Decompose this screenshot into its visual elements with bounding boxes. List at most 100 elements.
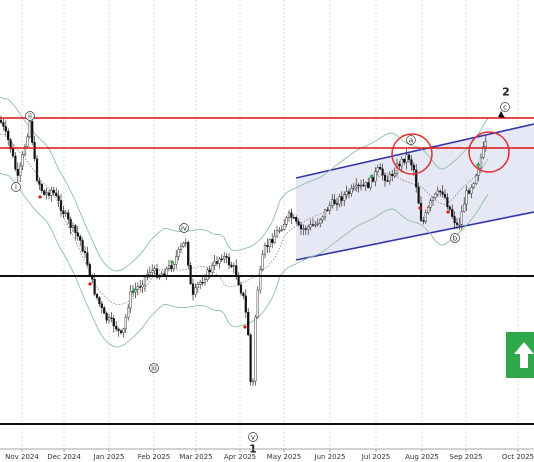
candle-body (472, 183, 475, 188)
candle-body (335, 203, 339, 205)
candle-body (16, 168, 19, 176)
candle-body (170, 265, 173, 269)
candle-body (364, 182, 367, 186)
signal-marker (170, 260, 174, 264)
candle-body (201, 282, 204, 284)
candle-body (64, 212, 67, 215)
wave-label-circle (25, 111, 35, 121)
candle-body (95, 294, 99, 298)
candle-body (261, 254, 264, 271)
candle-body (275, 230, 279, 237)
candle-body (484, 141, 487, 147)
candle-body (467, 190, 471, 194)
up-arrow-glyph (514, 342, 534, 368)
middle-band (0, 133, 489, 305)
candle-body (71, 225, 75, 229)
candle-body (182, 242, 185, 247)
signal-marker (243, 325, 247, 329)
candle-body (191, 283, 195, 295)
candle-body (424, 212, 427, 222)
signal-marker (446, 210, 450, 214)
candle-body (81, 240, 84, 252)
candle-body (415, 169, 418, 188)
candle-body (247, 312, 250, 336)
candle-body (249, 334, 252, 382)
candle-body (479, 157, 483, 169)
candle-body (319, 219, 322, 224)
candle-body (9, 139, 12, 150)
candle-body (184, 242, 187, 244)
candle-body (67, 212, 70, 220)
candle-body (203, 279, 207, 283)
candle-body (405, 154, 408, 163)
candle-body (443, 193, 447, 198)
candle-body (62, 210, 65, 214)
candle-body (50, 190, 53, 196)
candle-body (220, 258, 223, 261)
candle-body (350, 188, 353, 194)
candle-body (223, 256, 226, 260)
candle-body (263, 245, 267, 255)
wave-label-circle (500, 102, 510, 112)
candle-body (194, 287, 197, 295)
candle-body (172, 264, 175, 269)
candle-body (271, 239, 274, 243)
wave-label-circle (149, 363, 159, 373)
candle-body (340, 196, 343, 201)
x-tick-label: Nov 2024 (5, 453, 39, 461)
wave-label-i: i (15, 183, 17, 191)
candle-body (460, 211, 463, 225)
candle-body (107, 317, 111, 321)
candle-body (323, 209, 327, 218)
candle-body (345, 191, 348, 195)
candle-body (386, 180, 389, 182)
highlight-circle-a (391, 133, 433, 175)
candle-body (448, 206, 451, 210)
candle-body (371, 176, 375, 182)
candle-body (98, 297, 101, 304)
signal-marker (418, 206, 422, 210)
candle-body (31, 121, 34, 143)
up-arrow-icon (506, 332, 534, 378)
x-tick-label: Feb 2025 (138, 453, 170, 461)
candle-body (451, 209, 454, 217)
wave-label-a: a (409, 136, 413, 144)
candle-body (280, 229, 283, 231)
candle-body (88, 264, 91, 276)
candle-body (59, 200, 63, 211)
candle-body (412, 164, 415, 171)
candle-body (458, 223, 461, 226)
candle-body (230, 264, 233, 267)
candle-body (206, 269, 209, 280)
signal-marker (476, 163, 480, 167)
candle-body (55, 192, 58, 196)
candle-body (175, 256, 178, 265)
candle-body (93, 279, 96, 295)
horizontal-levels (0, 117, 534, 425)
candle-body (21, 154, 24, 167)
candle-body (225, 256, 228, 258)
candle-body (326, 209, 329, 212)
candle-body (38, 180, 41, 185)
candle-body (290, 212, 293, 218)
candle-body (4, 126, 7, 132)
candle-body (287, 212, 291, 218)
candle-body (434, 193, 437, 198)
candle-body (381, 168, 384, 176)
candle-body (391, 174, 394, 176)
candle-body (333, 199, 336, 204)
candle-body (431, 197, 435, 201)
candle-body (374, 171, 377, 182)
candle-body (268, 239, 271, 247)
x-tick-label: Jan 2025 (93, 453, 125, 461)
candle-body (153, 268, 156, 271)
candle-body (40, 184, 43, 191)
candle-body (316, 223, 319, 225)
candle-body (465, 190, 468, 205)
wave-label-circle (179, 223, 189, 233)
candle-body (362, 184, 365, 187)
candle-body (28, 121, 31, 138)
candle-body (239, 284, 243, 294)
candle-body (139, 286, 142, 288)
